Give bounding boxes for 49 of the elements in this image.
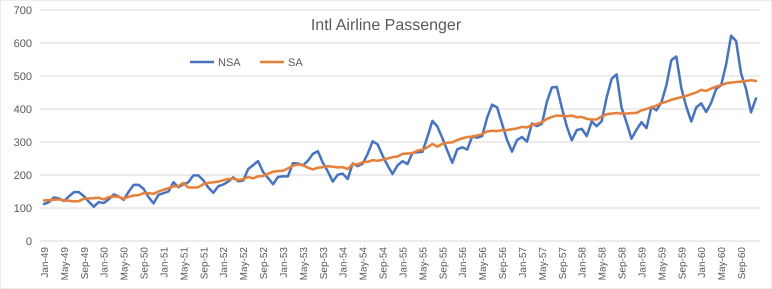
- x-tick-label: Jan-50: [100, 246, 111, 278]
- y-tick-label: 600: [14, 38, 32, 50]
- x-tick-label: May-53: [298, 246, 310, 280]
- y-tick-label: 400: [14, 104, 32, 116]
- x-tick-label: May-51: [179, 246, 190, 280]
- x-tick-label: Sep-56: [498, 246, 510, 280]
- x-tick-label: Jan-58: [578, 246, 589, 278]
- y-tick-label: 500: [14, 70, 32, 83]
- line-series: [42, 34, 758, 208]
- x-tick-label: Sep-60: [737, 246, 748, 280]
- x-tick-label: Sep-58: [618, 246, 629, 280]
- y-tick-label: 100: [14, 202, 32, 215]
- x-tick-label: Jan-55: [398, 246, 410, 278]
- chart-title: Intl Airline Passenger: [310, 17, 462, 34]
- x-tick-label: May-60: [717, 246, 728, 280]
- x-tick-label: Jan-59: [637, 246, 648, 278]
- x-tick-label: Sep-57: [558, 246, 569, 280]
- x-tick-label: May-52: [239, 246, 250, 280]
- x-tick-label: May-54: [358, 246, 370, 280]
- x-tick-label: Sep-54: [378, 246, 390, 280]
- x-tick-label: May-58: [598, 246, 609, 280]
- x-tick-label: Sep-53: [318, 246, 330, 280]
- line-series: [42, 79, 758, 203]
- x-tick-label: Sep-50: [140, 246, 151, 280]
- x-tick-label: May-57: [538, 246, 549, 280]
- y-tick-label: 200: [14, 170, 32, 182]
- x-tick-label: Sep-59: [677, 246, 688, 280]
- y-tick-label: 300: [14, 136, 32, 149]
- legend-label: SA: [288, 56, 304, 69]
- x-tick-label: Jan-56: [458, 246, 470, 278]
- x-tick-label: Jan-57: [518, 246, 529, 278]
- x-tick-label: May-59: [657, 246, 668, 280]
- x-tick-label: May-49: [60, 246, 71, 280]
- x-tick-label: Jan-53: [278, 246, 290, 278]
- x-tick-label: Sep-55: [438, 246, 450, 280]
- x-tick-label: Jan-51: [159, 246, 170, 278]
- x-tick-label: Jan-49: [40, 246, 51, 278]
- y-tick-label: 700: [14, 4, 32, 17]
- x-tick-label: Jan-60: [697, 246, 708, 278]
- x-tick-label: Sep-52: [259, 246, 270, 280]
- x-tick-label: Sep-49: [80, 246, 91, 280]
- legend-label: NSA: [218, 56, 242, 69]
- x-tick-label: May-55: [418, 246, 430, 280]
- x-tick-label: Sep-51: [199, 246, 210, 280]
- y-tick-label: 0: [26, 236, 32, 248]
- x-tick-label: May-56: [478, 246, 490, 280]
- x-tick-label: May-50: [120, 246, 131, 280]
- x-tick-label: Jan-54: [338, 246, 350, 278]
- x-tick-label: Jan-52: [219, 246, 230, 278]
